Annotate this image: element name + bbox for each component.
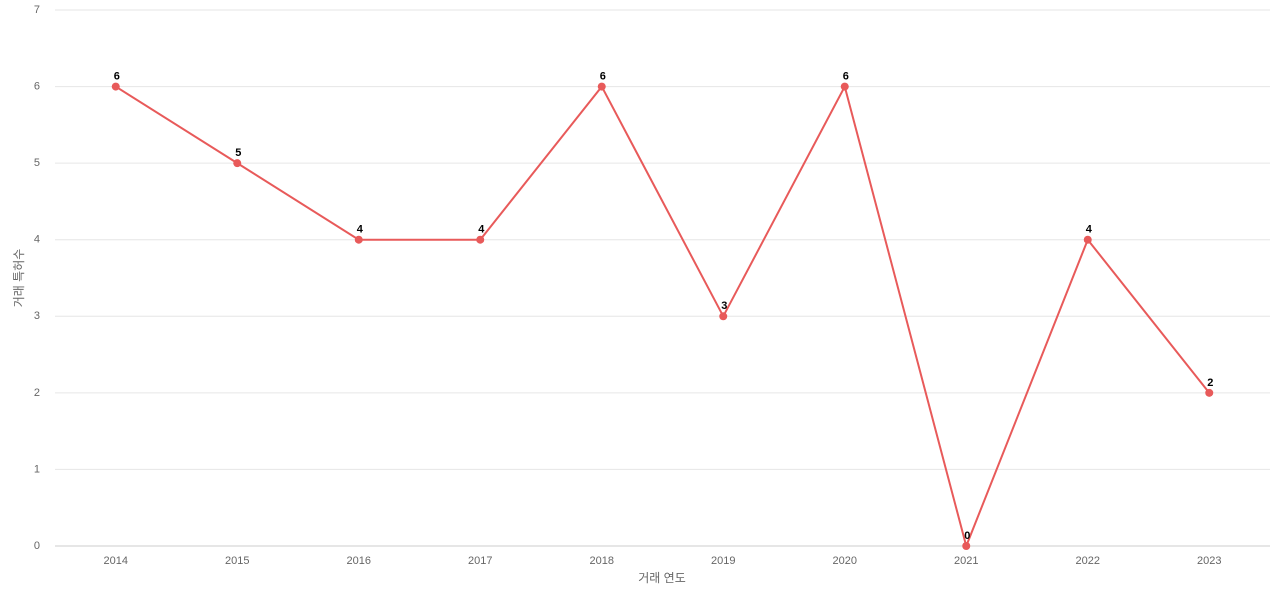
y-tick-label: 2 bbox=[34, 387, 40, 399]
point bbox=[962, 542, 971, 550]
point bbox=[354, 235, 363, 244]
point bbox=[476, 235, 485, 244]
line bbox=[115, 83, 1211, 550]
x-tick-label: 2016 bbox=[347, 555, 371, 567]
y-axis-title: 거래 특허수 bbox=[12, 249, 26, 308]
x-tick-label: 2021 bbox=[954, 555, 978, 567]
x-tick-label: 2019 bbox=[711, 555, 735, 567]
point bbox=[233, 159, 242, 168]
x-tick-label: 2018 bbox=[590, 555, 614, 567]
point bbox=[1205, 388, 1214, 397]
data-label: 6 bbox=[114, 70, 120, 82]
y-tick-label: 6 bbox=[34, 80, 40, 92]
x-tick-label: 2023 bbox=[1197, 555, 1221, 567]
data-label: 6 bbox=[843, 70, 849, 82]
y-tick-label: 5 bbox=[34, 157, 40, 169]
data-label: 0 bbox=[964, 530, 970, 542]
data-label: 2 bbox=[1207, 377, 1213, 389]
x-tick-label: 2017 bbox=[468, 555, 492, 567]
y-tick-label: 0 bbox=[34, 540, 40, 552]
point bbox=[111, 82, 120, 91]
y-tick-label: 7 bbox=[34, 4, 40, 16]
x-tick-label: 2022 bbox=[1076, 555, 1100, 567]
point bbox=[719, 312, 728, 321]
y-tick-label: 1 bbox=[34, 463, 40, 475]
x-axis-title: 거래 연도 bbox=[638, 571, 686, 585]
data-label: 3 bbox=[721, 300, 727, 312]
point bbox=[1083, 235, 1092, 244]
data-label: 4 bbox=[1086, 224, 1093, 236]
point bbox=[597, 82, 606, 91]
data-label: 5 bbox=[235, 147, 241, 159]
data-label: 6 bbox=[600, 70, 606, 82]
y-tick-label: 3 bbox=[34, 310, 40, 322]
y-tick-label: 4 bbox=[34, 234, 40, 246]
point bbox=[840, 82, 849, 91]
x-tick-label: 2015 bbox=[225, 555, 249, 567]
x-tick-label: 2014 bbox=[104, 555, 128, 567]
data-label: 4 bbox=[478, 224, 485, 236]
x-tick-label: 2020 bbox=[833, 555, 857, 567]
data-label: 4 bbox=[357, 224, 364, 236]
